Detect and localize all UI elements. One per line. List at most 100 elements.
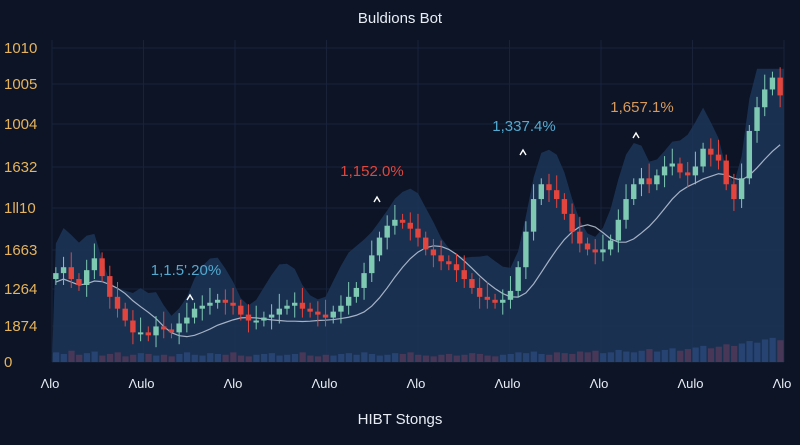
volume-bar [253, 354, 260, 362]
candle-body [461, 270, 467, 280]
volume-bar [376, 355, 383, 362]
volume-bar [361, 352, 368, 362]
x-tick-label: Λlo [773, 376, 792, 391]
candle-body [307, 308, 313, 312]
marker-caret [373, 195, 381, 203]
candle-body [631, 184, 637, 200]
candle-body [199, 305, 205, 309]
y-tick-label: 1010 [4, 40, 37, 57]
candle-body [638, 178, 645, 185]
x-tick-label: Λlo [407, 376, 426, 391]
volume-bar [469, 353, 476, 362]
candle-body [114, 296, 121, 309]
volume-bar [99, 355, 106, 362]
volume-bar [484, 355, 491, 362]
candle-body [492, 299, 498, 303]
volume-bar [499, 354, 507, 362]
candle-body [276, 308, 283, 315]
volume-bar [392, 353, 399, 362]
candle-body [553, 190, 560, 200]
candle-body [407, 222, 413, 229]
volume-bar [677, 350, 684, 362]
volume-bar [284, 354, 291, 362]
volume-bar [222, 354, 229, 362]
volume-bar [422, 355, 430, 362]
candle-body [261, 317, 267, 321]
candle-body [777, 77, 783, 96]
candle-body [669, 163, 675, 167]
volume-bar [453, 355, 460, 362]
x-tick-label: Λulo [494, 376, 520, 391]
volume-bar [199, 355, 206, 362]
volume-bar [430, 356, 437, 362]
candle-body [392, 219, 398, 226]
volume-bar [445, 353, 453, 362]
volume-bar [183, 352, 191, 362]
volume-bar [191, 354, 198, 362]
candle-body [738, 178, 745, 200]
candle-body [222, 299, 229, 303]
candle-body [523, 231, 529, 268]
volume-bar [461, 354, 468, 362]
marker-caret [632, 131, 640, 139]
volume-bar [276, 355, 283, 362]
candle-body [623, 199, 629, 220]
candle-body [561, 199, 568, 214]
volume-bar [584, 352, 591, 362]
volume-bar [122, 356, 129, 362]
volume-bar [538, 353, 545, 362]
volume-bar [291, 353, 299, 362]
candle-body [546, 184, 552, 191]
candle-body [677, 163, 683, 173]
volume-bar [207, 353, 214, 362]
candle-body [577, 231, 583, 244]
volume-bar [91, 351, 98, 362]
volume-bar [777, 340, 784, 362]
x-tick-label: Λulo [311, 376, 337, 391]
volume-bar [646, 349, 653, 362]
volume-bar [415, 354, 422, 362]
volume-bar [307, 355, 314, 362]
volume-bar [83, 353, 91, 362]
candle-body [83, 270, 90, 285]
moving-average-line [55, 144, 781, 338]
candle-body [700, 148, 706, 167]
volume-bar [546, 354, 553, 362]
volume-bar [700, 345, 707, 362]
candle-body [130, 320, 136, 333]
y-tick-label: 1005 [4, 76, 37, 93]
candle-body [430, 249, 437, 256]
candle-body [361, 273, 367, 288]
candle-body [238, 305, 244, 315]
annotation-label: 1,657.1% [610, 99, 673, 116]
volume-bar [569, 353, 576, 362]
volume-bar [345, 353, 353, 362]
volume-bar [576, 351, 584, 362]
volume-bar [384, 354, 391, 362]
volume-bar [106, 353, 114, 362]
volume-bar [661, 349, 668, 362]
candle-body [507, 290, 514, 300]
volume-bar [623, 351, 630, 362]
candle-body [684, 172, 691, 176]
volume-bar [607, 352, 614, 362]
candle-body [107, 276, 113, 297]
candle-body [723, 160, 729, 185]
candle-body [692, 166, 699, 176]
volume-bar [769, 337, 776, 362]
candle-body [207, 302, 213, 306]
volume-bar [523, 353, 530, 362]
y-tick-label: 1ll10 [4, 200, 36, 217]
volume-bar [368, 353, 376, 362]
volume-bar [754, 342, 761, 362]
candle-body [214, 299, 221, 303]
volume-bar [76, 354, 83, 362]
annotation-label: 1,152.0% [340, 163, 403, 180]
candle-body [469, 279, 475, 288]
volume-bar [399, 353, 406, 362]
candle-body [60, 267, 67, 274]
x-tick-label: Λlo [590, 376, 609, 391]
candle-body [353, 287, 360, 297]
volume-bar [160, 354, 168, 362]
